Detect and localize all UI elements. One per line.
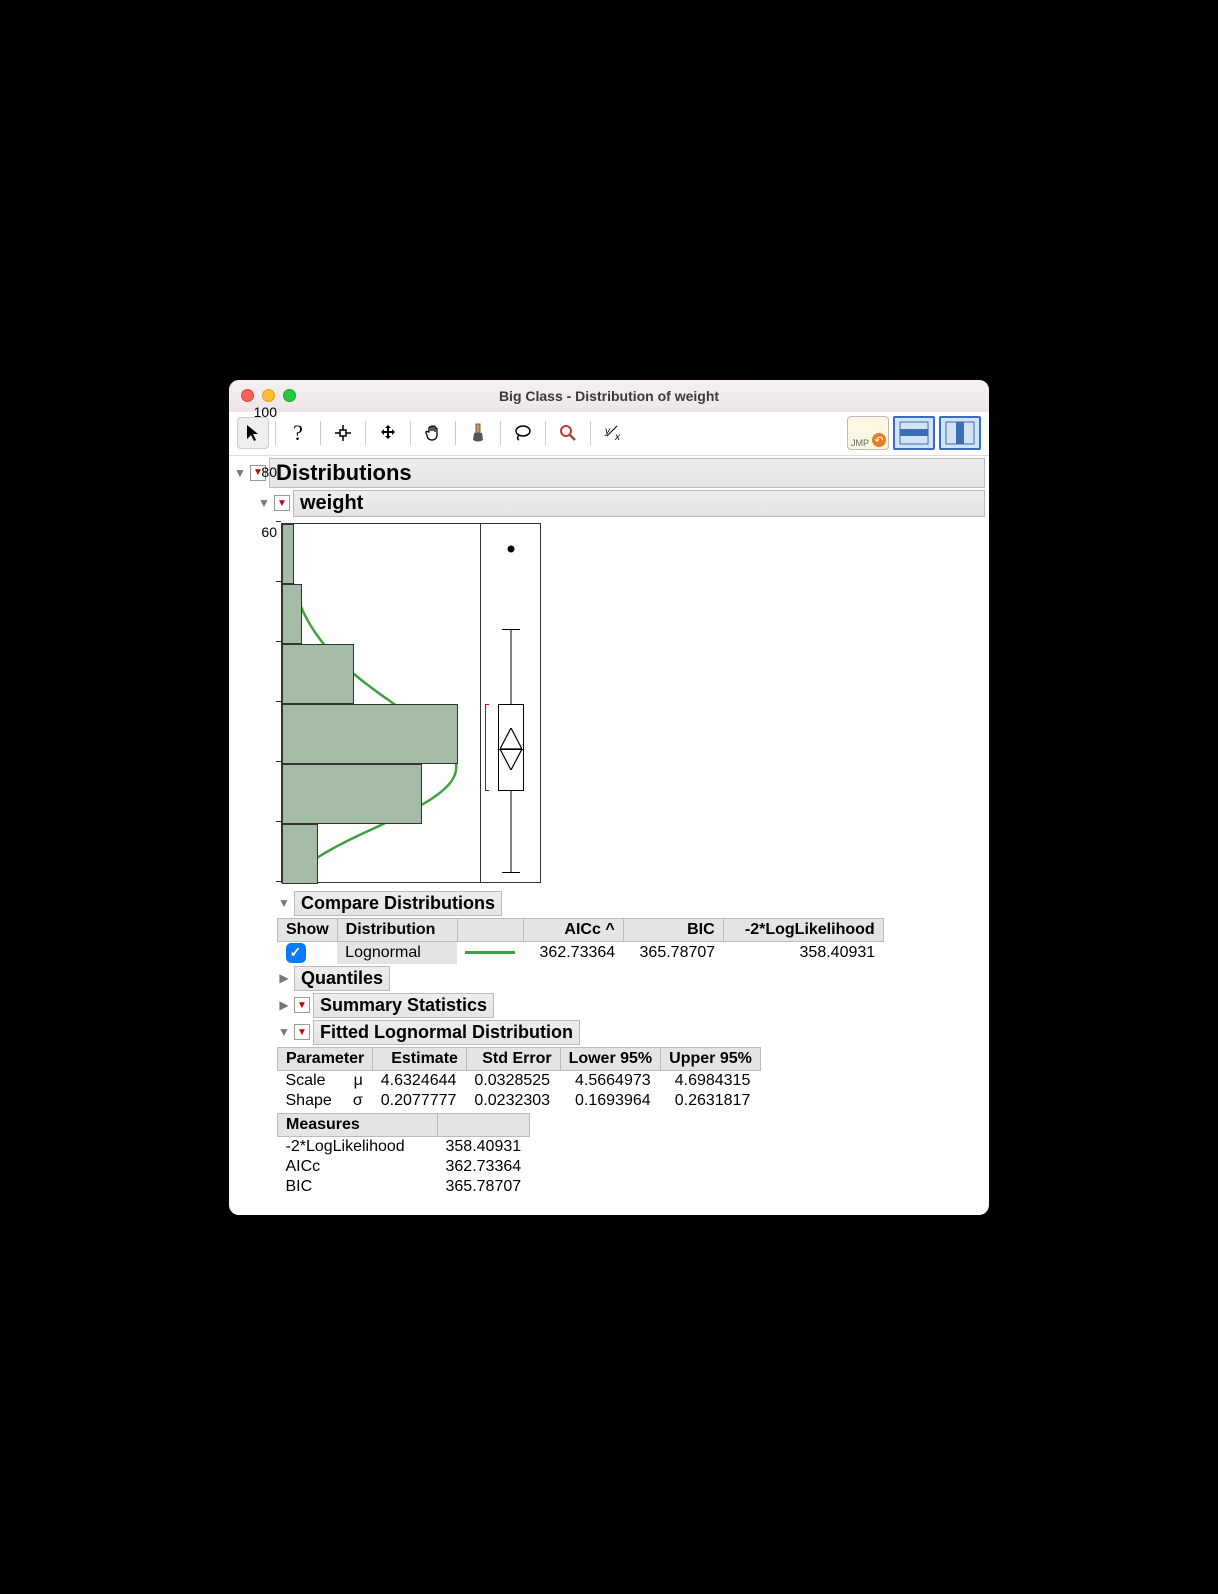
- dist-name: Lognormal: [337, 941, 457, 964]
- toolbar-separator: [275, 421, 276, 445]
- compare-table: Show Distribution AICc ^ BIC -2*LogLikel…: [277, 918, 884, 964]
- toolbar-separator: [545, 421, 546, 445]
- param-upper: 4.6984315: [661, 1070, 761, 1091]
- param-row-scale: Scale μ 4.6324644 0.0328525 4.5664973 4.…: [278, 1070, 761, 1091]
- lasso-tool[interactable]: [507, 417, 539, 449]
- section-compare: Compare Distributions: [294, 891, 502, 916]
- axis-tool[interactable]: yx: [597, 417, 629, 449]
- measure-value: 365.78707: [438, 1177, 530, 1197]
- disclosure-weight[interactable]: [257, 496, 271, 510]
- section-distributions: Distributions: [269, 458, 985, 488]
- histogram-bar[interactable]: [282, 524, 294, 584]
- line-sample-icon: [465, 951, 515, 954]
- chart-area: 6080100120140160180: [281, 523, 985, 883]
- param-estimate: 4.6324644: [373, 1070, 467, 1091]
- histogram-bar[interactable]: [282, 764, 422, 824]
- histogram-bar[interactable]: [282, 584, 302, 644]
- y-tick-label: 60: [261, 524, 277, 540]
- section-fitted: Fitted Lognormal Distribution: [313, 1020, 580, 1045]
- section-weight: weight: [293, 490, 985, 517]
- toolbar-separator: [320, 421, 321, 445]
- y-tick-label: 80: [261, 464, 277, 480]
- move-tool[interactable]: [372, 417, 404, 449]
- measure-row: AICc362.73364: [278, 1157, 530, 1177]
- param-name: Scale: [278, 1070, 344, 1091]
- arrow-tool[interactable]: [237, 417, 269, 449]
- col-measures[interactable]: Measures: [278, 1113, 438, 1136]
- col-aicc[interactable]: AICc ^: [523, 918, 623, 941]
- measure-name: AICc: [278, 1157, 438, 1177]
- nll-value: 358.40931: [723, 941, 883, 964]
- zoom-tool[interactable]: [552, 417, 584, 449]
- hand-tool[interactable]: [417, 417, 449, 449]
- brush-tool[interactable]: [462, 417, 494, 449]
- col-stderror[interactable]: Std Error: [466, 1047, 560, 1070]
- param-row-shape: Shape σ 0.2077777 0.0232303 0.1693964 0.…: [278, 1091, 761, 1111]
- toolbar-separator: [590, 421, 591, 445]
- param-stderror: 0.0232303: [466, 1091, 560, 1111]
- toolbar: ? yx JMP ↶: [229, 412, 989, 456]
- menu-weight[interactable]: [274, 495, 290, 511]
- measures-table: Measures -2*LogLikelihood358.40931 AICc3…: [277, 1113, 530, 1197]
- measure-row: BIC365.78707: [278, 1177, 530, 1197]
- app-window: Big Class - Distribution of weight ?: [229, 380, 989, 1215]
- histogram-bar[interactable]: [282, 704, 458, 764]
- param-symbol: μ: [344, 1070, 373, 1091]
- param-upper: 0.2631817: [661, 1091, 761, 1111]
- measure-name: BIC: [278, 1177, 438, 1197]
- bic-value: 365.78707: [623, 941, 723, 964]
- help-tool[interactable]: ?: [282, 417, 314, 449]
- titlebar: Big Class - Distribution of weight: [229, 380, 989, 412]
- measure-name: -2*LogLikelihood: [278, 1136, 438, 1157]
- aicc-value: 362.73364: [523, 941, 623, 964]
- script-button[interactable]: JMP ↶: [847, 416, 889, 450]
- menu-summary[interactable]: [294, 997, 310, 1013]
- compare-row[interactable]: ✓ Lognormal 362.73364 365.78707 358.4093…: [278, 941, 884, 964]
- col-upper95[interactable]: Upper 95%: [661, 1047, 761, 1070]
- toolbar-separator: [365, 421, 366, 445]
- col-bic[interactable]: BIC: [623, 918, 723, 941]
- measure-value: 362.73364: [438, 1157, 530, 1177]
- col-nll[interactable]: -2*LogLikelihood: [723, 918, 883, 941]
- svg-text:x: x: [614, 432, 621, 442]
- disclosure-summary[interactable]: [277, 998, 291, 1012]
- table-view-2[interactable]: [939, 416, 981, 450]
- measure-row: -2*LogLikelihood358.40931: [278, 1136, 530, 1157]
- disclosure-compare[interactable]: [277, 896, 291, 910]
- histogram-bar[interactable]: [282, 824, 318, 884]
- col-show[interactable]: Show: [278, 918, 338, 941]
- toolbar-separator: [410, 421, 411, 445]
- param-stderror: 0.0328525: [466, 1070, 560, 1091]
- param-lower: 4.5664973: [560, 1070, 661, 1091]
- disclosure-distributions[interactable]: [233, 466, 247, 480]
- window-title: Big Class - Distribution of weight: [229, 388, 989, 404]
- section-quantiles: Quantiles: [294, 966, 390, 991]
- measure-value: 358.40931: [438, 1136, 530, 1157]
- disclosure-quantiles[interactable]: [277, 971, 291, 985]
- menu-fitted[interactable]: [294, 1024, 310, 1040]
- param-symbol: σ: [344, 1091, 373, 1111]
- param-estimate: 0.2077777: [373, 1091, 467, 1111]
- disclosure-fitted[interactable]: [277, 1025, 291, 1039]
- toolbar-separator: [455, 421, 456, 445]
- col-parameter[interactable]: Parameter: [278, 1047, 373, 1070]
- col-distribution[interactable]: Distribution: [337, 918, 457, 941]
- table-view-1[interactable]: [893, 416, 935, 450]
- section-summary: Summary Statistics: [313, 993, 494, 1018]
- col-estimate[interactable]: Estimate: [373, 1047, 467, 1070]
- col-lower95[interactable]: Lower 95%: [560, 1047, 661, 1070]
- y-tick-label: 100: [254, 404, 277, 420]
- histogram[interactable]: [281, 523, 481, 883]
- param-lower: 0.1693964: [560, 1091, 661, 1111]
- boxplot[interactable]: [481, 523, 541, 883]
- toolbar-separator: [500, 421, 501, 445]
- param-name: Shape: [278, 1091, 344, 1111]
- show-checkbox[interactable]: ✓: [286, 943, 306, 963]
- crosshair-tool[interactable]: [327, 417, 359, 449]
- histogram-bar[interactable]: [282, 644, 354, 704]
- parameter-table: Parameter Estimate Std Error Lower 95% U…: [277, 1047, 761, 1111]
